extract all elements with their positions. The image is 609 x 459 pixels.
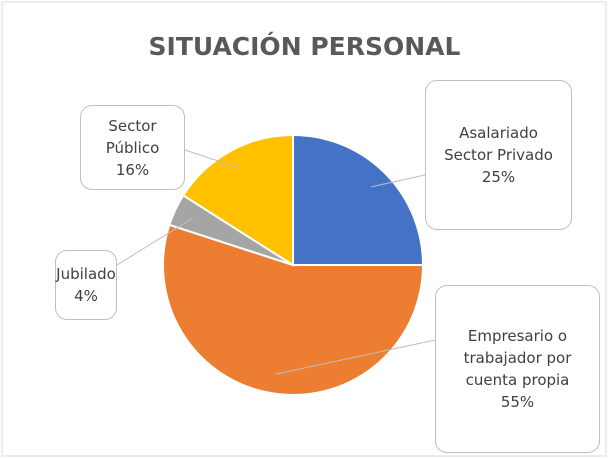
value-label: 55% [500, 393, 535, 411]
pie-slice [162, 223, 425, 396]
category-label: Sector Público [105, 116, 160, 157]
pie-slice [181, 133, 294, 267]
leader-line [275, 339, 436, 375]
category-label: Empresario o trabajador por cuenta propi… [463, 327, 572, 389]
value-label: 16% [115, 160, 150, 179]
data-callout: Asalariado Sector Privado 25% [425, 80, 572, 230]
data-callout: Sector Público 16% [80, 105, 185, 190]
category-label: Jubilado [56, 265, 116, 283]
leader-line [184, 149, 240, 169]
chart-title: SITUACIÓN PERSONAL [148, 32, 461, 61]
data-callout: Empresario o trabajador por cuenta propi… [435, 285, 600, 453]
leader-line [116, 217, 194, 266]
value-label: 4% [74, 287, 98, 305]
leader-line [371, 174, 426, 188]
pie-slice [292, 133, 425, 266]
data-callout: Jubilado 4% [55, 250, 117, 320]
category-label: Asalariado Sector Privado [444, 124, 553, 164]
value-label: 25% [481, 168, 516, 186]
